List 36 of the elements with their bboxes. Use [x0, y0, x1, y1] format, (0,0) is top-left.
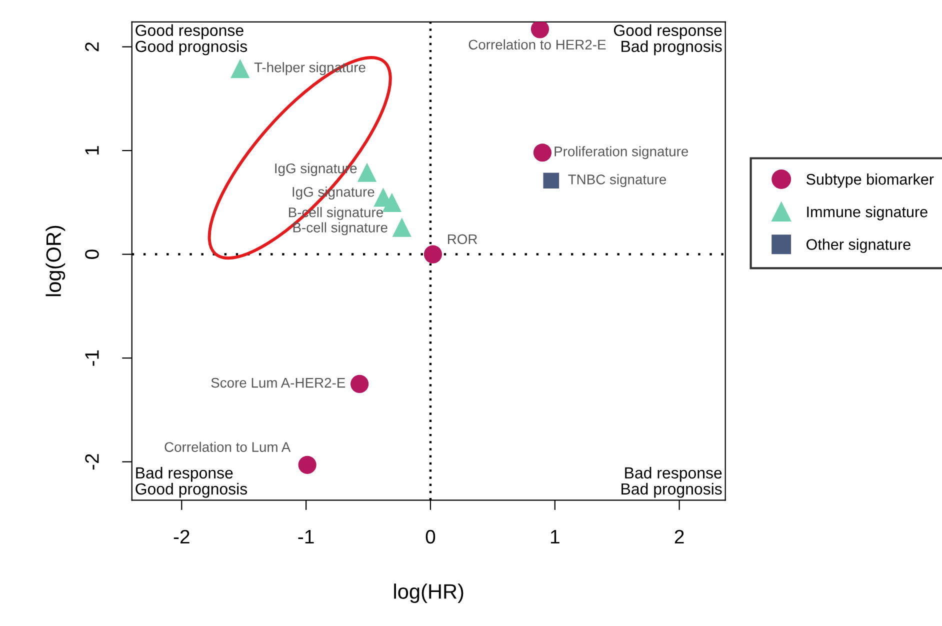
y-tick-label: 1 [85, 146, 99, 154]
point [350, 374, 369, 394]
x-tick-label: -1 [298, 530, 314, 544]
legend-label: Other signature [806, 238, 910, 253]
annotation: Proliferation signature [554, 146, 688, 160]
annotation: Correlation to HER2-E [468, 39, 606, 50]
point [543, 172, 560, 189]
y-tick-label: 0 [85, 250, 99, 259]
annotation: Good response Good prognosis [136, 24, 248, 56]
y-tick-label: -2 [85, 454, 99, 470]
legend-label: Subtype biomarker [806, 174, 934, 188]
point [382, 192, 402, 212]
point [530, 22, 550, 38]
annotation: Bad response Good prognosis [136, 466, 248, 498]
annotation: ROR [448, 234, 478, 244]
x-tick-label: 0 [426, 530, 436, 544]
point [230, 59, 250, 78]
annotation: Score Lum A-HER2-E [211, 378, 346, 388]
annotation: TNBC signature [568, 174, 666, 188]
point [298, 456, 316, 474]
point [533, 144, 552, 162]
x-axis-title: log(HR) [394, 584, 464, 603]
y-tick-label: 2 [85, 42, 99, 52]
legend-label: Immune signature [807, 206, 928, 220]
x-tick-label: -2 [174, 530, 190, 544]
point [424, 245, 442, 264]
point [392, 218, 412, 237]
x-tick-label: 1 [550, 530, 560, 544]
annotation: Correlation to Lum A [164, 442, 291, 452]
annotation: B-cell signature [293, 222, 388, 236]
annotation: Good response Bad prognosis [614, 24, 722, 56]
point [357, 162, 377, 182]
y-tick-label: -1 [85, 350, 99, 366]
y-axis-title: log(OR) [46, 226, 66, 296]
annotation: Bad response Bad prognosis [622, 466, 722, 498]
x-tick-label: 2 [674, 530, 684, 544]
